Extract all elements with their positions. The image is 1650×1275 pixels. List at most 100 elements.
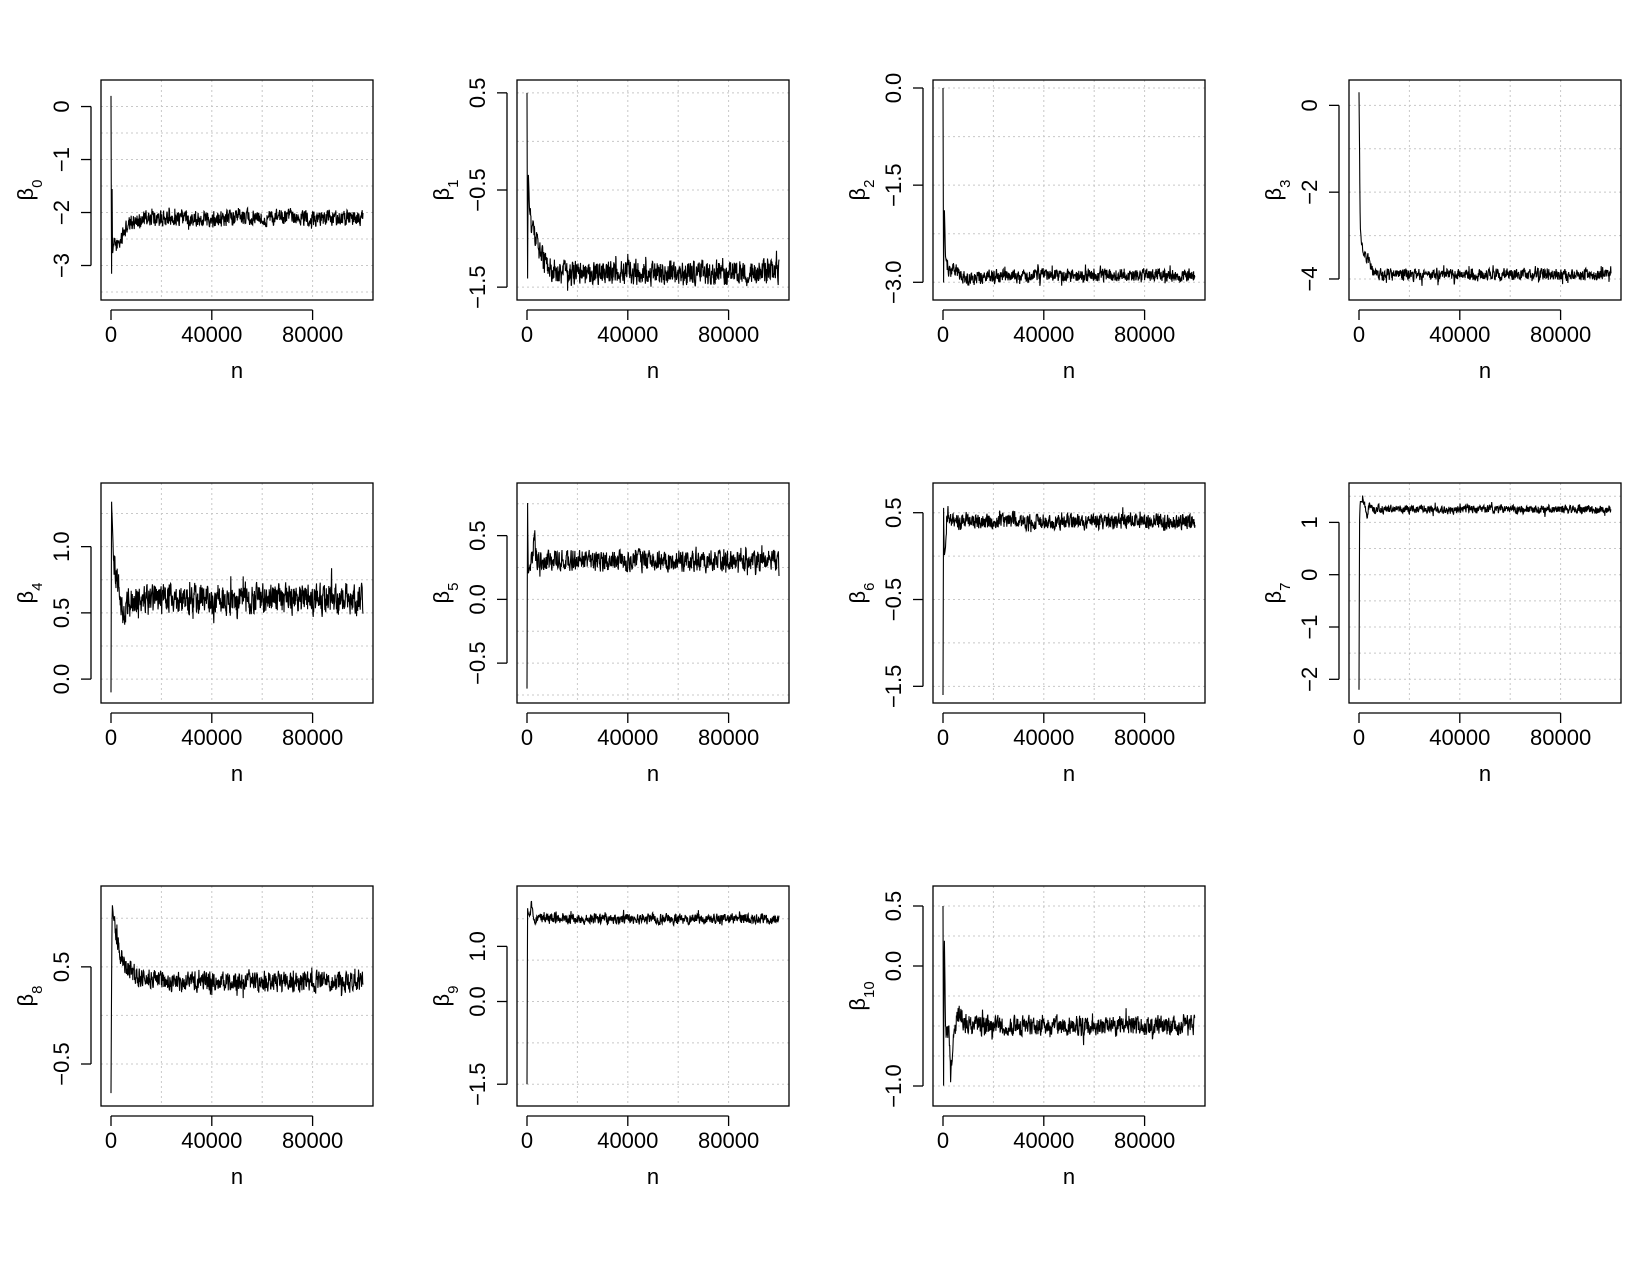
- y-axis-title-symbol: β: [845, 591, 870, 604]
- x-tick-label: 40000: [1013, 322, 1074, 347]
- x-axis-title: n: [647, 761, 659, 786]
- y-tick-label: 0.0: [881, 951, 906, 982]
- trace-panel-1: 0 40000 80000 n 0.5 −0.5 −1.5 β1: [429, 78, 790, 383]
- x-axis-title: n: [231, 761, 243, 786]
- y-tick-label: 0.0: [881, 73, 906, 104]
- y-axis-title: β4: [13, 583, 46, 604]
- y-tick-label: −1.5: [881, 665, 906, 708]
- plot-frame: [516, 885, 790, 1107]
- y-axis-title-symbol: β: [429, 188, 454, 201]
- trace-line: [110, 95, 364, 274]
- grid: [517, 80, 789, 300]
- y-axis-title-symbol: β: [13, 591, 38, 604]
- grid: [1349, 483, 1621, 703]
- trace-line: [942, 87, 1196, 286]
- y-axis-title-subscript: 4: [29, 583, 46, 591]
- x-tick-label: 80000: [282, 322, 343, 347]
- x-tick-label: 40000: [1429, 725, 1490, 750]
- plot-frame: [932, 482, 1206, 704]
- x-tick-label: 0: [521, 322, 533, 347]
- x-tick-label: 0: [937, 322, 949, 347]
- x-tick-label: 0: [937, 725, 949, 750]
- y-tick-label: 0.5: [465, 78, 490, 109]
- y-tick-label: 0.5: [465, 520, 490, 551]
- grid: [1349, 80, 1621, 300]
- y-axis-title: β2: [845, 180, 878, 201]
- plot-frame: [1348, 79, 1622, 301]
- grid: [101, 80, 373, 300]
- y-tick-label: −1.5: [465, 265, 490, 308]
- x-tick-label: 40000: [181, 725, 242, 750]
- x-tick-label: 40000: [597, 725, 658, 750]
- y-axis-title-symbol: β: [13, 188, 38, 201]
- y-tick-label: 0.0: [49, 664, 74, 695]
- y-tick-label: −3: [49, 253, 74, 278]
- trace-line: [942, 506, 1196, 696]
- x-tick-label: 40000: [181, 1128, 242, 1153]
- y-axis-title-subscript: 6: [861, 583, 878, 591]
- x-tick-label: 80000: [282, 1128, 343, 1153]
- x-tick-label: 0: [521, 1128, 533, 1153]
- x-axis-title: n: [647, 358, 659, 383]
- x-tick-label: 40000: [1013, 1128, 1074, 1153]
- grid: [101, 886, 373, 1106]
- x-tick-label: 80000: [1114, 1128, 1175, 1153]
- y-tick-label: −1.5: [881, 163, 906, 206]
- y-tick-label: −1.5: [465, 1062, 490, 1105]
- trace-line: [110, 501, 364, 693]
- y-axis-title-subscript: 7: [1277, 583, 1294, 591]
- trace-panel-10: 0 40000 80000 n 0.5 0.0 −1.0 β10: [845, 885, 1206, 1189]
- trace-line: [526, 900, 780, 1085]
- trace-line: [1358, 495, 1612, 690]
- x-tick-label: 80000: [698, 725, 759, 750]
- x-tick-label: 0: [105, 1128, 117, 1153]
- y-axis-title-subscript: 8: [29, 986, 46, 994]
- y-axis-title: β6: [845, 583, 878, 604]
- trace-line: [526, 92, 780, 291]
- y-tick-label: −1.0: [881, 1064, 906, 1107]
- y-tick-label: −3.0: [881, 261, 906, 304]
- y-tick-label: −2: [1297, 667, 1322, 692]
- plot-frame: [100, 885, 374, 1107]
- plot-frame: [932, 79, 1206, 301]
- y-axis-title: β8: [13, 986, 46, 1007]
- y-axis-title-subscript: 5: [445, 583, 462, 591]
- trace-panel-7: 0 40000 80000 n 1 0 −1 −2 β7: [1261, 482, 1622, 786]
- y-axis-title-symbol: β: [429, 591, 454, 604]
- x-axis-title: n: [1063, 761, 1075, 786]
- x-tick-label: 0: [105, 725, 117, 750]
- y-tick-label: 0: [1297, 99, 1322, 111]
- x-axis-title: n: [231, 358, 243, 383]
- y-tick-label: 1.0: [49, 531, 74, 562]
- y-tick-label: −2: [49, 200, 74, 225]
- y-axis-title: β10: [845, 981, 878, 1010]
- x-tick-label: 0: [521, 725, 533, 750]
- y-tick-label: −0.5: [49, 1042, 74, 1085]
- trace-panel-6: 0 40000 80000 n 0.5 −0.5 −1.5 β6: [845, 482, 1206, 786]
- y-tick-label: −1: [49, 147, 74, 172]
- y-tick-label: 0.5: [49, 952, 74, 983]
- x-axis-title: n: [1063, 1164, 1075, 1189]
- y-tick-label: 0: [49, 100, 74, 112]
- y-tick-label: 0.0: [465, 986, 490, 1017]
- y-axis-title-subscript: 9: [445, 986, 462, 994]
- y-tick-label: −4: [1297, 266, 1322, 291]
- y-tick-label: 0.5: [49, 598, 74, 629]
- y-axis-title: β0: [13, 180, 46, 201]
- y-axis-title: β1: [429, 180, 462, 201]
- trace-panel-3: 0 40000 80000 n 0 −2 −4 β3: [1261, 79, 1622, 383]
- y-tick-label: −2: [1297, 180, 1322, 205]
- y-axis-title: β3: [1261, 180, 1294, 201]
- y-axis-title-symbol: β: [429, 994, 454, 1007]
- y-tick-label: −0.5: [881, 578, 906, 621]
- x-tick-label: 80000: [1530, 725, 1591, 750]
- y-axis-title-subscript: 3: [1277, 180, 1294, 188]
- x-tick-label: 0: [1353, 322, 1365, 347]
- y-axis-title-subscript: 0: [29, 180, 46, 188]
- x-tick-label: 80000: [1114, 725, 1175, 750]
- trace-panel-5: 0 40000 80000 n −0.5 0.0 0.5 β5: [429, 482, 790, 786]
- y-tick-label: −1: [1297, 614, 1322, 639]
